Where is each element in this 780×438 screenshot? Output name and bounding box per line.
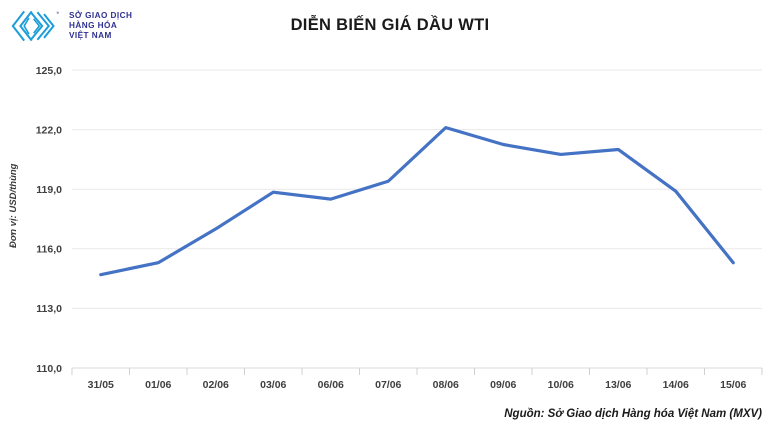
- chart-header: SỞ GIAO DỊCH HÀNG HÓA VIỆT NAM DIỄN BIẾN…: [0, 0, 780, 58]
- y-axis-tick-label: 125,0: [36, 65, 62, 77]
- brand-line-2: HÀNG HÓA: [69, 21, 118, 31]
- x-axis-tick-label: 14/06: [663, 379, 689, 391]
- mxv-chevron-logo-icon: [11, 10, 59, 42]
- x-axis-tick-label: 03/06: [260, 379, 286, 391]
- x-axis-tick-label: 07/06: [375, 379, 401, 391]
- source-note: Nguồn: Sở Giao dịch Hàng hóa Việt Nam (M…: [504, 408, 762, 420]
- y-axis-tick-label: 113,0: [36, 303, 62, 315]
- chart-title: DIỄN BIẾN GIÁ DẦU WTI: [290, 16, 490, 34]
- y-axis-tick-label: 119,0: [36, 184, 62, 196]
- x-axis-tick-label: 09/06: [490, 379, 516, 391]
- chart-plot-area: Đơn vị: USD/thùng 110,0 113,0 116,0 119,0 12…: [0, 58, 780, 403]
- x-axis-tick-label: 10/06: [548, 379, 574, 391]
- x-axis-tick-label: 06/06: [318, 379, 344, 391]
- price-series-line: [99, 126, 735, 277]
- x-axis-tick-label: 31/05: [88, 379, 114, 391]
- brand-line-1: SỞ GIAO DỊCH: [69, 11, 133, 21]
- brand-wordmark: SỞ GIAO DỊCH HÀNG HÓA VIỆT NAM: [69, 11, 132, 40]
- brand-logo: SỞ GIAO DỊCH HÀNG HÓA VIỆT NAM: [10, 6, 132, 46]
- x-axis-tick-label: 08/06: [433, 379, 459, 391]
- y-axis-tick-label: 122,0: [36, 124, 62, 136]
- x-axis-tick-label: 15/06: [720, 379, 746, 391]
- x-axis-tick-label: 01/06: [145, 379, 171, 391]
- x-axis-tick-label: 13/06: [605, 379, 631, 391]
- brand-line-3: VIỆT NAM: [69, 30, 112, 40]
- y-axis-tick-label: 116,0: [36, 244, 62, 256]
- wti-price-line-chart: 110,0 113,0 116,0 119,0 122,0 125,0 31/05 01/06…: [36, 65, 763, 391]
- y-axis-tick-label: 110,0: [36, 363, 62, 375]
- x-axis-tick-label: 02/06: [203, 379, 229, 391]
